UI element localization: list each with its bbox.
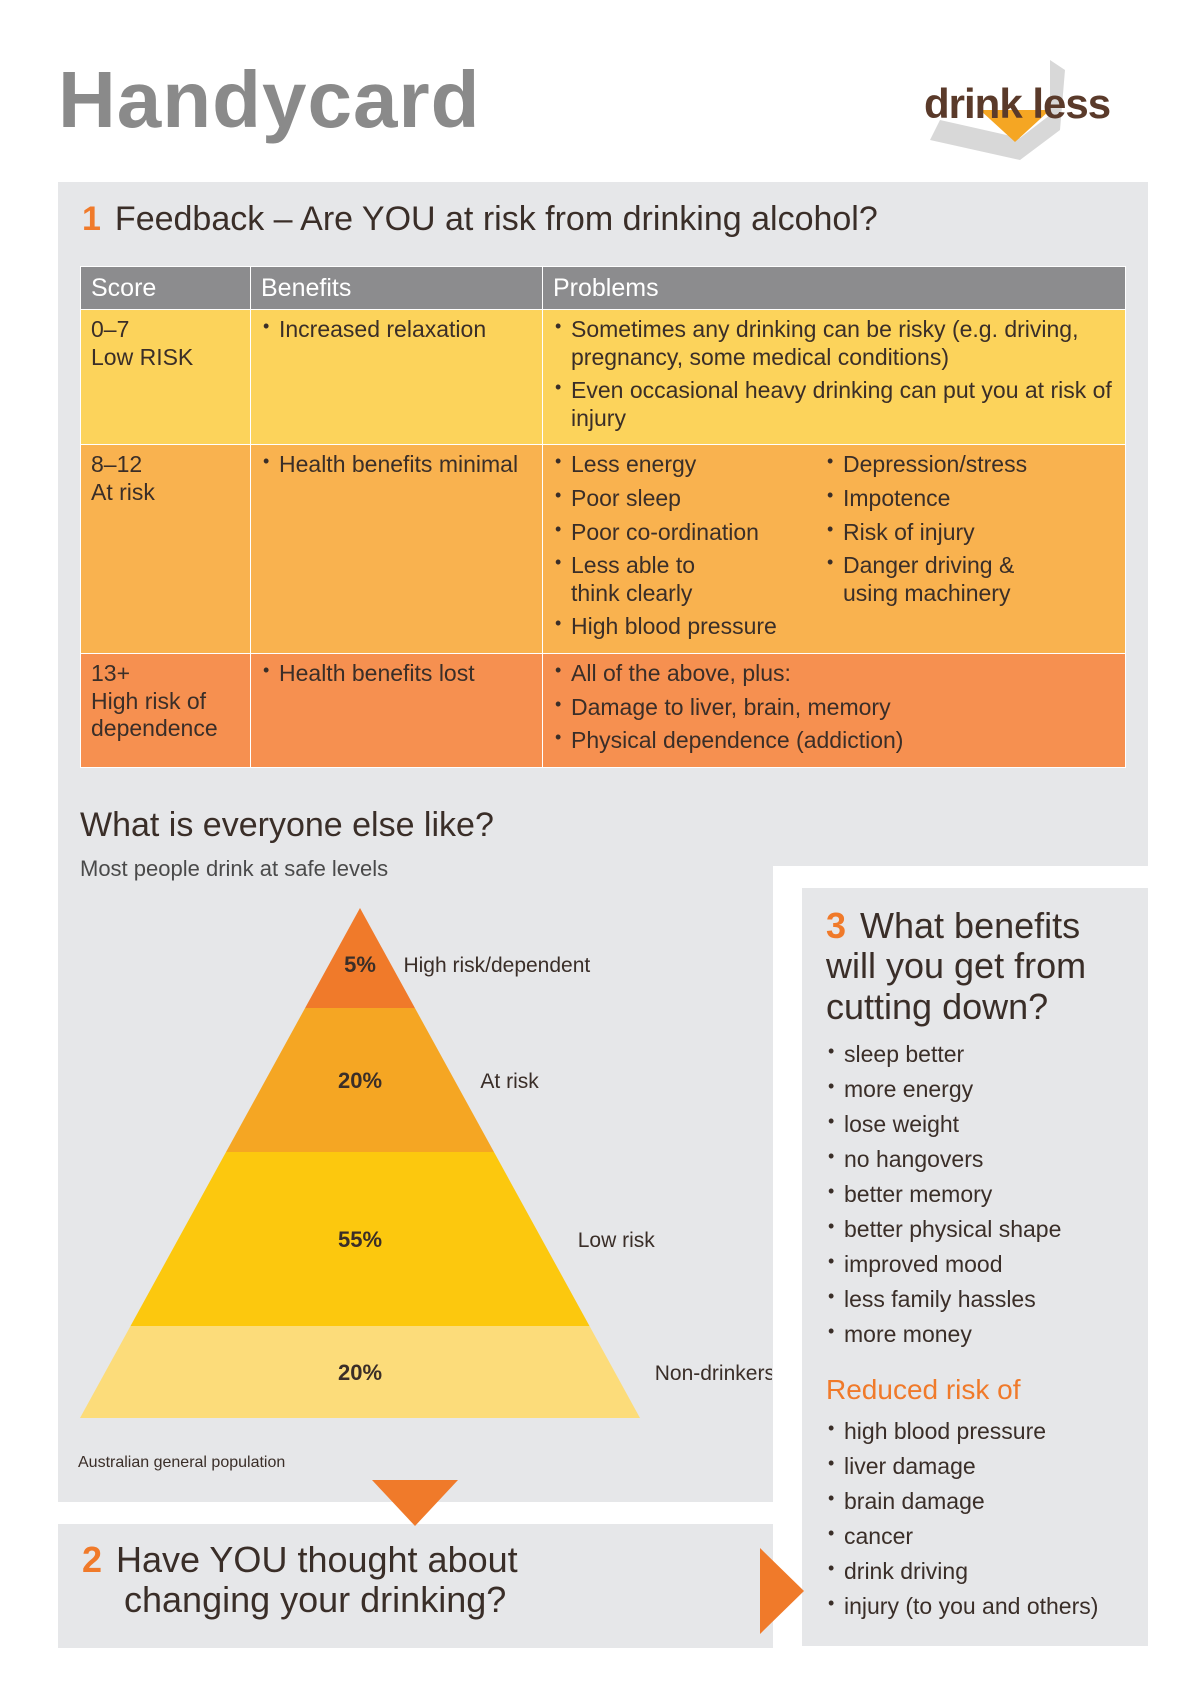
list-item: drink driving (826, 1558, 1136, 1585)
list-item: sleep better (826, 1041, 1136, 1068)
tier-category-label: Non-drinkers (655, 1362, 772, 1385)
everyone-heading: What is everyone else like? (80, 806, 494, 844)
table-row: 8–12 At risk Health benefits minimal Les… (80, 444, 1126, 654)
tier-category-label: Low risk (578, 1229, 656, 1252)
logo-text: drink less (924, 80, 1111, 127)
list-item: High blood pressure (553, 613, 825, 641)
list-item: Poor co-ordination (553, 519, 825, 547)
section2-number: 2 (82, 1539, 103, 1580)
risk-level: At risk (91, 478, 155, 505)
logo-arrow-icon (930, 60, 1065, 160)
list-item: more money (826, 1321, 1136, 1348)
list-item: Health benefits lost (261, 660, 532, 688)
section2-line2: changing your drinking? (124, 1579, 507, 1621)
section3-line1: What benefits (860, 905, 1081, 946)
list-item: Impotence (825, 485, 1097, 513)
list-item: Health benefits minimal (261, 451, 532, 479)
section1-number: 1 (82, 200, 101, 238)
risk-table: Score Benefits Problems 0–7 Low RISK Inc… (80, 266, 1126, 768)
benefits-cell: Health benefits lost (250, 652, 543, 768)
list-item: Less able to think clearly (553, 552, 701, 607)
list-item: liver damage (826, 1453, 1136, 1480)
list-item: lose weight (826, 1111, 1136, 1138)
list-item: Increased relaxation (261, 316, 532, 344)
benefits-cell: Health benefits minimal (250, 444, 543, 654)
benefits-cell: Increased relaxation (250, 308, 543, 446)
right-arrow-icon (760, 1548, 804, 1634)
tier-value-label: 20% (338, 1068, 382, 1093)
score-cell: 8–12 At risk (80, 444, 251, 654)
problems-cell: Less energy Poor sleep Poor co-ordinatio… (542, 444, 1126, 654)
down-arrow-icon (372, 1480, 458, 1526)
list-item: Sometimes any drinking can be risky (e.g… (553, 316, 1115, 371)
list-item: All of the above, plus: (553, 660, 1115, 688)
score-range: 13+ (91, 659, 131, 686)
section3: 3 What benefits will you get from cutting… (826, 905, 1136, 1628)
table-row: 0–7 Low RISK Increased relaxation Someti… (80, 308, 1126, 446)
score-cell: 0–7 Low RISK (80, 308, 251, 446)
list-item: Depression/stress (825, 451, 1097, 479)
section2-line1: Have YOU thought about (116, 1539, 518, 1580)
list-item: cancer (826, 1523, 1136, 1550)
tier-value-label: 5% (344, 952, 376, 977)
list-item: less family hassles (826, 1286, 1136, 1313)
benefits-list: sleep better more energy lose weight no … (826, 1041, 1136, 1348)
page-title: Handycard (58, 55, 481, 144)
list-item: improved mood (826, 1251, 1136, 1278)
tier-category-label: At risk (480, 1070, 539, 1093)
list-item: high blood pressure (826, 1418, 1136, 1445)
tier-value-label: 20% (338, 1360, 382, 1385)
tier-high-risk (305, 908, 415, 1008)
section3-number: 3 (826, 905, 847, 946)
problems-cell: Sometimes any drinking can be risky (e.g… (542, 308, 1126, 446)
section3-line3: cutting down? (826, 985, 1049, 1027)
list-item: Even occasional heavy drinking can put y… (553, 377, 1115, 432)
source-note: Australian general population (78, 1454, 286, 1471)
list-item: Damage to liver, brain, memory (553, 694, 1115, 722)
tier-value-label: 55% (338, 1227, 382, 1252)
population-pyramid: 5% High risk/dependent 20% At risk 55% Low ri… (80, 908, 772, 1418)
list-item: brain damage (826, 1488, 1136, 1515)
section2-title: 2 Have YOU thought about changing your dr… (82, 1539, 518, 1621)
list-item: Physical dependence (addiction) (553, 727, 1115, 755)
risk-level: High risk of dependence (91, 687, 218, 742)
score-range: 0–7 (91, 316, 130, 342)
list-item: more energy (826, 1076, 1136, 1103)
tier-at-risk (226, 1008, 494, 1152)
tier-low-risk (130, 1152, 590, 1326)
list-item: Less energy (553, 451, 825, 479)
list-item: better physical shape (826, 1216, 1136, 1243)
list-item: injury (to you and others) (826, 1593, 1136, 1620)
section3-title: 3 What benefits will you get from cutting… (826, 905, 1136, 1027)
table-header-row: Score Benefits Problems (80, 266, 1126, 310)
tier-non-drinkers (80, 1326, 640, 1418)
change-panel (58, 1524, 773, 1648)
header-problems: Problems (542, 266, 1126, 310)
reduced-risk-list: high blood pressure liver damage brain d… (826, 1418, 1136, 1620)
score-cell: 13+ High risk of dependence (80, 652, 251, 768)
section1-title: 1 Feedback – Are YOU at risk from drinkin… (82, 200, 878, 239)
header-score: Score (80, 266, 251, 310)
drink-less-logo: drink less (900, 60, 1150, 180)
list-item: Risk of injury (825, 519, 1097, 547)
list-item: no hangovers (826, 1146, 1136, 1173)
score-range: 8–12 (91, 451, 143, 478)
problems-cell: All of the above, plus: Damage to liver,… (542, 652, 1126, 768)
list-item: better memory (826, 1181, 1136, 1208)
section1-heading: Feedback – Are YOU at risk from drinking… (114, 200, 878, 238)
table-row: 13+ High risk of dependence Health benef… (80, 652, 1126, 768)
list-item: Danger driving & using machinery (825, 552, 1033, 607)
header-benefits: Benefits (250, 266, 543, 310)
everyone-subheading: Most people drink at safe levels (80, 856, 389, 881)
tier-category-label: High risk/dependent (403, 954, 590, 977)
list-item: Poor sleep (553, 485, 825, 513)
section3-line2: will you get from (826, 945, 1087, 987)
reduced-risk-heading: Reduced risk of (826, 1373, 1021, 1405)
risk-level: Low RISK (91, 343, 194, 370)
